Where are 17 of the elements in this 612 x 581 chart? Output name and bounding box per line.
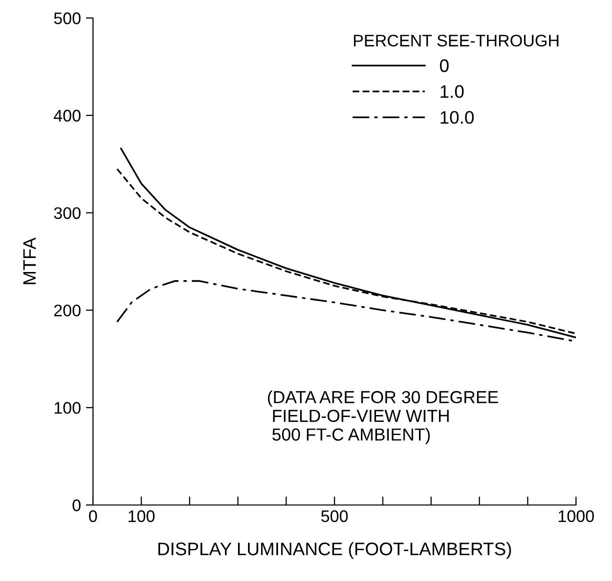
legend-title: PERCENT SEE-THROUGH — [354, 34, 558, 46]
y-tick-label: 500 — [54, 12, 81, 24]
legend-label: 0 — [440, 59, 449, 72]
y-tick-label: 400 — [54, 110, 81, 122]
y-tick-label: 0 — [72, 499, 81, 512]
x-tick-label: 500 — [321, 510, 348, 522]
legend-label: 1.0 — [440, 85, 464, 98]
legend-label: 10.0 — [440, 111, 474, 124]
x-axis-title: DISPLAY LUMINANCE (FOOT-LAMBERTS) — [158, 542, 511, 559]
y-tick-label: 200 — [54, 304, 81, 316]
x-tick-label: 100 — [128, 510, 155, 522]
x-tick-label: 0 — [89, 510, 97, 522]
annotation: (DATA ARE FOR 30 DEGREE FIELD-OF-VIEW WITH 500 FT-C AMBIENT) — [268, 390, 498, 444]
y-tick-label: 100 — [54, 402, 81, 414]
y-axis-title: MTFA — [23, 237, 36, 284]
x-tick-label: 1000 — [558, 510, 594, 522]
y-tick-label: 300 — [54, 207, 81, 220]
